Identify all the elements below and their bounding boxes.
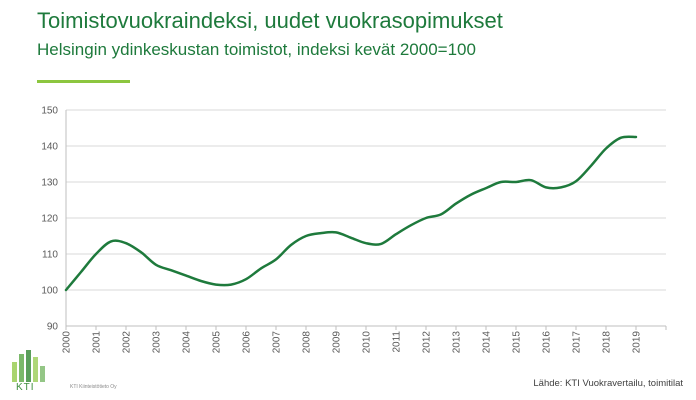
y-tick-label: 140 [41,142,58,153]
company-name: KTI Kiinteistötieto Oy [70,384,117,390]
x-tick-label: 2014 [482,331,493,354]
y-tick-label: 90 [47,322,59,333]
x-tick-label: 2012 [422,331,433,354]
x-tick-label: 2009 [332,331,343,354]
y-tick-label: 130 [41,178,58,189]
x-tick-label: 2003 [152,331,163,354]
x-tick-label: 2019 [632,331,643,354]
x-tick-label: 2015 [512,331,523,354]
index-series-line [64,135,638,292]
kti-logo-icon [12,350,45,382]
title-underline [37,80,130,83]
source-note: Lähde: KTI Vuokravertailu, toimitilat [533,378,683,389]
x-tick-label: 2008 [302,331,313,354]
x-tick-label: 2011 [392,331,403,353]
grid [66,109,666,327]
x-tick-label: 2002 [122,331,133,354]
x-tick-label: 2018 [602,331,613,354]
x-tick-label: 2004 [182,331,193,354]
y-tick-label: 120 [41,214,58,225]
chart-title: Toimistovuokraindeksi, uudet vuokrasopim… [37,8,503,33]
y-tick-label: 100 [41,286,58,297]
x-tick-label: 2005 [212,331,223,354]
series-layer [64,135,638,292]
x-tick-label: 2007 [272,331,283,354]
x-tick-label: 2016 [542,331,553,354]
axes: 90 100 110 120 130 140 150 2000 2001 2002 2003 2004… [41,106,667,354]
x-tick-label: 2010 [362,331,373,354]
x-tick-label: 2006 [242,331,253,354]
chart-subtitle: Helsingin ydinkeskustan toimistot, indek… [37,40,476,59]
x-tick-label: 2013 [452,331,463,354]
x-tick-label: 2001 [92,331,103,354]
y-tick-label: 110 [42,250,58,261]
x-tick-label: 2017 [572,331,583,354]
logo-text: KTI [16,382,35,393]
x-tick-label: 2000 [62,331,73,354]
y-tick-label: 150 [41,106,58,117]
